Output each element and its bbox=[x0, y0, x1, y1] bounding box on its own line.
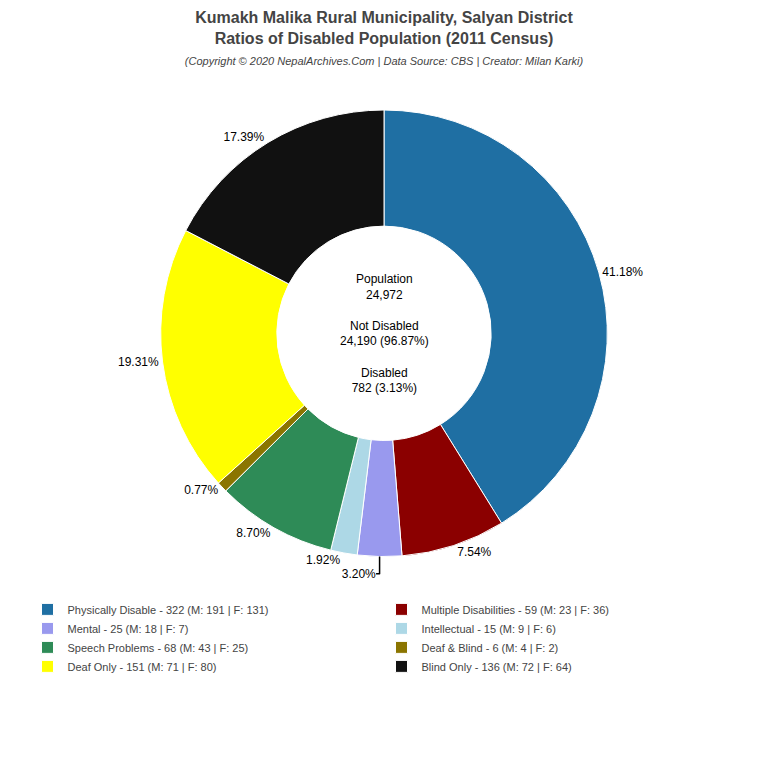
svg-text:Intellectual - 15 (M: 9 | F: 6: Intellectual - 15 (M: 9 | F: 6) bbox=[422, 623, 556, 635]
svg-text:3.20%: 3.20% bbox=[342, 567, 376, 581]
svg-text:19.31%: 19.31% bbox=[118, 355, 159, 369]
svg-text:Deaf Only - 151 (M: 71 | F: 80: Deaf Only - 151 (M: 71 | F: 80) bbox=[68, 661, 217, 673]
svg-text:Population24,972Not Disabled24: Population24,972Not Disabled24,190 (96.8… bbox=[340, 272, 429, 395]
svg-text:Blind Only - 136 (M: 72 | F: 6: Blind Only - 136 (M: 72 | F: 64) bbox=[422, 661, 572, 673]
svg-text:1.92%: 1.92% bbox=[306, 553, 340, 567]
svg-text:Multiple Disabilities - 59 (M:: Multiple Disabilities - 59 (M: 23 | F: 3… bbox=[422, 604, 609, 616]
svg-text:17.39%: 17.39% bbox=[223, 130, 264, 144]
svg-text:Deaf & Blind - 6 (M: 4 | F: 2): Deaf & Blind - 6 (M: 4 | F: 2) bbox=[422, 642, 559, 654]
svg-text:8.70%: 8.70% bbox=[236, 526, 270, 540]
svg-text:Speech Problems - 68 (M: 43 |: Speech Problems - 68 (M: 43 | F: 25) bbox=[68, 642, 249, 654]
svg-text:Mental - 25 (M: 18 | F: 7): Mental - 25 (M: 18 | F: 7) bbox=[68, 623, 189, 635]
svg-text:Physically Disable - 322 (M: 1: Physically Disable - 322 (M: 191 | F: 13… bbox=[68, 604, 269, 616]
svg-text:Kumakh Malika Rural Municipali: Kumakh Malika Rural Municipality, Salyan… bbox=[185, 9, 584, 67]
svg-text:7.54%: 7.54% bbox=[457, 545, 491, 559]
svg-text:41.18%: 41.18% bbox=[602, 265, 643, 279]
svg-text:0.77%: 0.77% bbox=[184, 483, 218, 497]
